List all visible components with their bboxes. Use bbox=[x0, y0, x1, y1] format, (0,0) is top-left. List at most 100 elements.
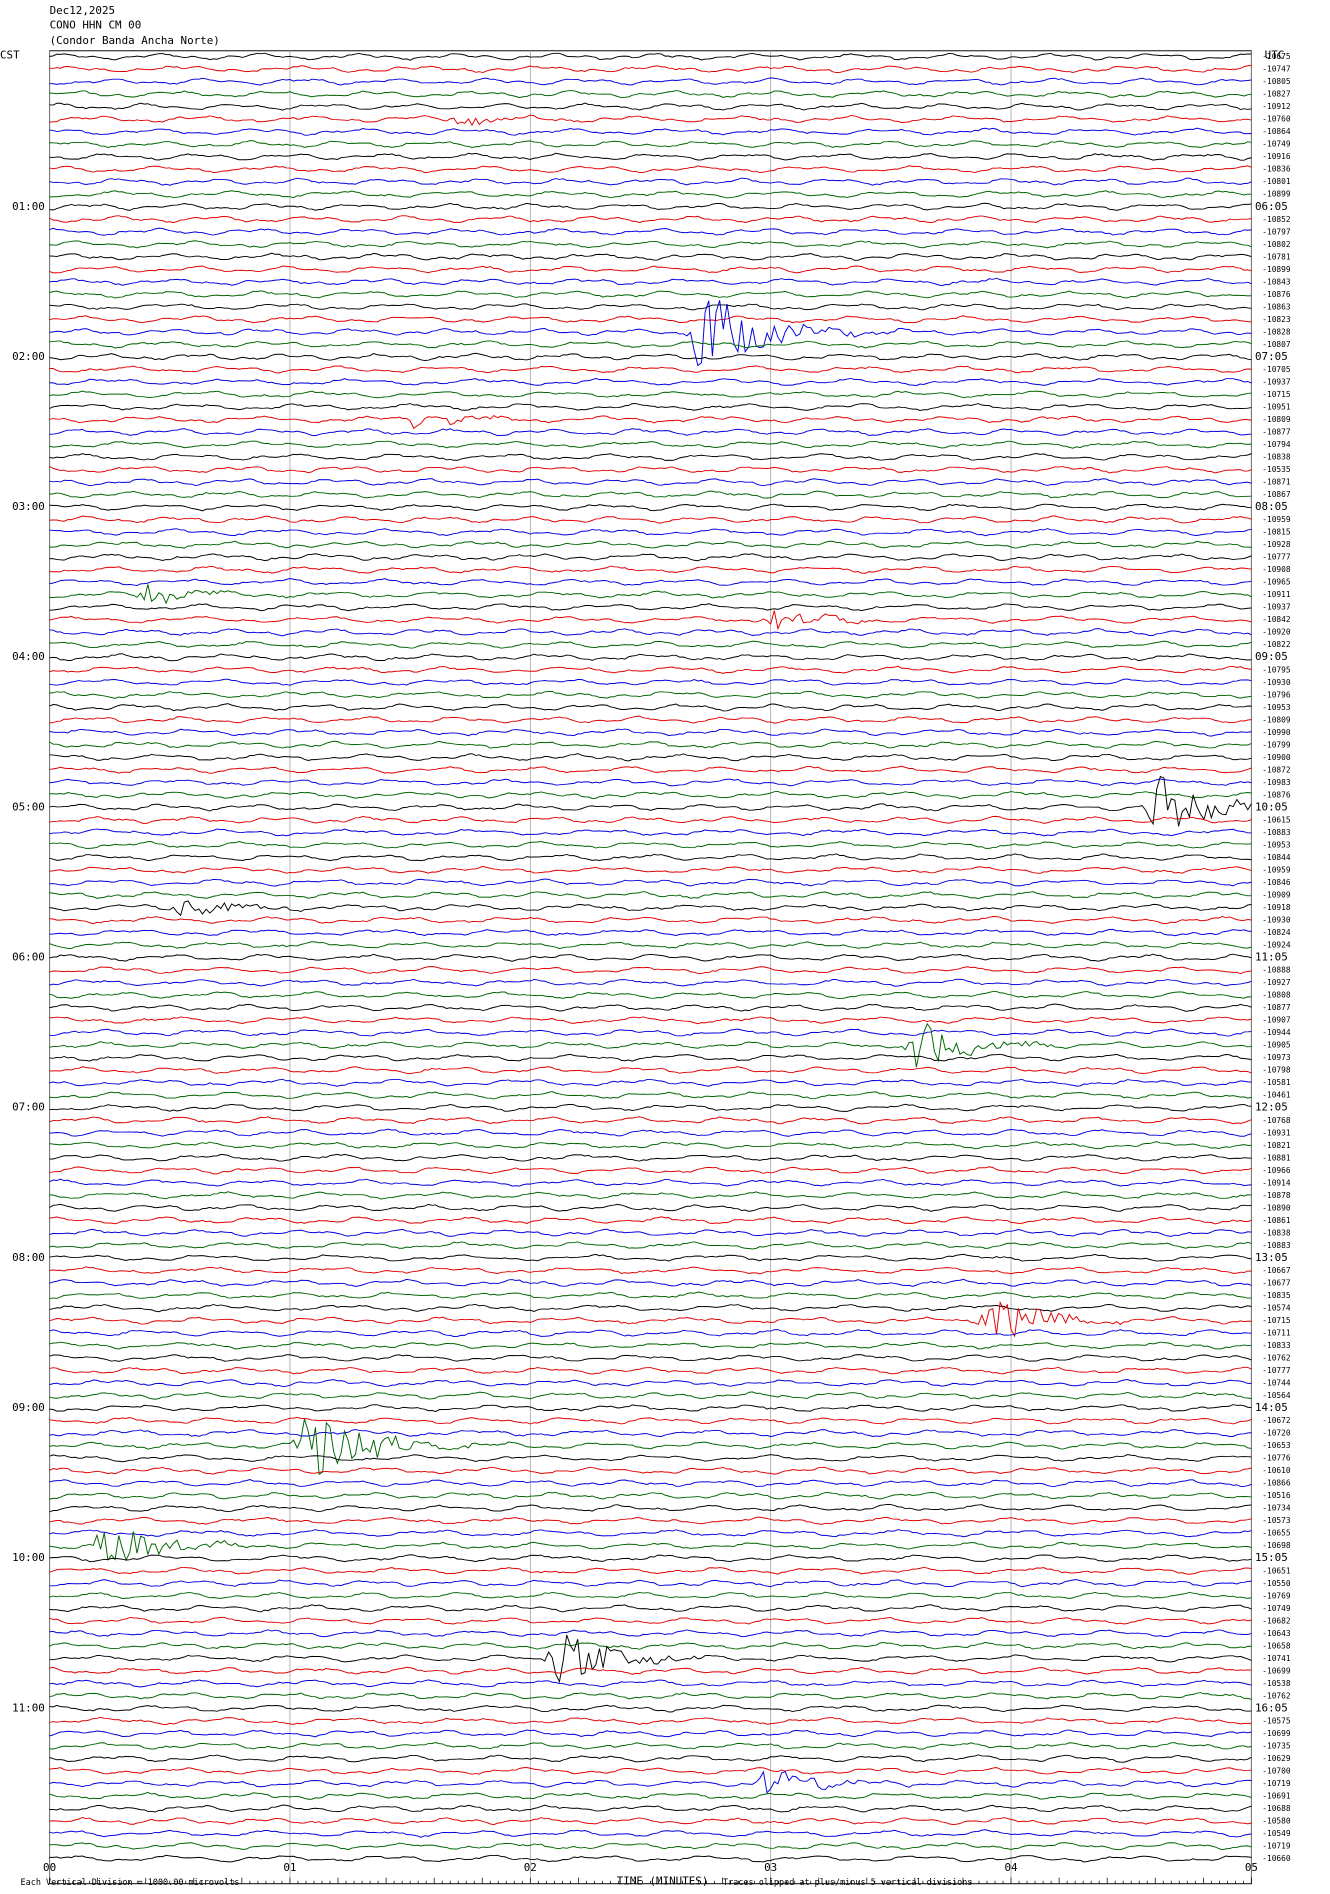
seismic-trace bbox=[49, 1770, 1252, 1794]
cst-hour-label: 06:00 bbox=[12, 951, 45, 964]
trace-label: -10842 bbox=[1262, 615, 1291, 624]
seismic-trace bbox=[49, 853, 1252, 862]
trace-label: -10959 bbox=[1262, 515, 1291, 524]
seismic-trace bbox=[49, 841, 1252, 849]
trace-label: -10768 bbox=[1262, 1116, 1291, 1125]
seismic-trace bbox=[49, 1666, 1252, 1675]
seismic-trace bbox=[49, 1341, 1252, 1350]
seismic-trace bbox=[49, 1128, 1252, 1137]
trace-label: -10691 bbox=[1262, 1792, 1291, 1801]
trace-label: -10835 bbox=[1262, 1291, 1291, 1300]
trace-label: -10749 bbox=[1262, 1604, 1291, 1613]
trace-label: -10653 bbox=[1262, 1441, 1291, 1450]
seismic-trace bbox=[49, 553, 1252, 562]
trace-label: -10549 bbox=[1262, 1829, 1291, 1838]
utc-hour-label: 09:05 bbox=[1255, 650, 1288, 663]
seismic-trace bbox=[49, 1066, 1252, 1075]
seismic-trace bbox=[49, 102, 1252, 111]
trace-label: -10705 bbox=[1262, 365, 1291, 374]
seismic-trace bbox=[49, 1022, 1252, 1068]
seismic-trace bbox=[49, 628, 1252, 637]
trace-label: -10878 bbox=[1262, 1191, 1291, 1200]
seismic-trace bbox=[49, 227, 1252, 236]
trace-label: -10920 bbox=[1262, 628, 1291, 637]
right-axis-title: UTC bbox=[1265, 49, 1285, 62]
seismic-trace bbox=[49, 1241, 1252, 1250]
trace-label: -10908 bbox=[1262, 565, 1291, 574]
utc-label-bg bbox=[1252, 501, 1292, 514]
trace-label: -10802 bbox=[1262, 240, 1291, 249]
utc-hour-label: 08:05 bbox=[1255, 500, 1288, 513]
seismic-trace bbox=[49, 478, 1252, 487]
cst-hour-label: 01:00 bbox=[12, 200, 45, 213]
trace-label: -10914 bbox=[1262, 1178, 1291, 1187]
seismic-trace bbox=[49, 202, 1252, 211]
trace-label: -10877 bbox=[1262, 1003, 1291, 1012]
seismic-trace bbox=[49, 1767, 1252, 1776]
seismic-trace bbox=[49, 1629, 1252, 1638]
trace-label: -10821 bbox=[1262, 1141, 1291, 1150]
utc-hour-label: 11:05 bbox=[1255, 951, 1288, 964]
trace-label: -10881 bbox=[1262, 1153, 1291, 1162]
seismic-trace bbox=[49, 584, 1252, 605]
x-tick-label: 02 bbox=[524, 1861, 537, 1874]
trace-label: -10838 bbox=[1262, 1228, 1291, 1237]
seismic-trace bbox=[49, 453, 1252, 461]
utc-label-bg bbox=[1252, 951, 1292, 964]
trace-label: -10797 bbox=[1262, 227, 1291, 236]
seismic-trace bbox=[49, 77, 1252, 86]
trace-label: -10822 bbox=[1262, 640, 1291, 649]
seismic-trace bbox=[49, 1634, 1252, 1684]
seismic-trace bbox=[49, 1303, 1252, 1313]
trace-label: -10966 bbox=[1262, 1166, 1291, 1175]
trace-label: -10762 bbox=[1262, 1354, 1291, 1363]
trace-label: -10846 bbox=[1262, 878, 1291, 887]
utc-hour-label: 13:05 bbox=[1255, 1251, 1288, 1264]
seismic-trace bbox=[49, 715, 1252, 724]
seismic-trace bbox=[49, 1742, 1252, 1750]
seismic-trace bbox=[49, 1604, 1252, 1613]
trace-label: -10909 bbox=[1262, 891, 1291, 900]
cst-hour-label: 08:00 bbox=[12, 1251, 45, 1264]
trace-label: -10959 bbox=[1262, 865, 1291, 874]
seismic-trace bbox=[49, 127, 1252, 136]
trace-label: -10610 bbox=[1262, 1466, 1291, 1475]
seismic-trace bbox=[49, 1729, 1252, 1738]
seismic-trace bbox=[49, 953, 1252, 962]
trace-label: -10815 bbox=[1262, 528, 1291, 537]
seismic-trace bbox=[49, 900, 1252, 917]
x-tick-label: 05 bbox=[1245, 1861, 1258, 1874]
seismic-trace bbox=[49, 778, 1252, 787]
trace-label: -10807 bbox=[1262, 340, 1291, 349]
cst-hour-label: 11:00 bbox=[12, 1701, 45, 1714]
seismic-trace bbox=[49, 1591, 1252, 1600]
seismic-trace bbox=[49, 690, 1252, 699]
seismic-trace bbox=[49, 1404, 1252, 1412]
trace-label: -10864 bbox=[1262, 127, 1291, 136]
trace-label: -10651 bbox=[1262, 1566, 1291, 1575]
seismic-trace bbox=[49, 1854, 1252, 1863]
trace-label: -10937 bbox=[1262, 603, 1291, 612]
seismic-trace bbox=[49, 177, 1252, 186]
trace-label: -10798 bbox=[1262, 1066, 1291, 1075]
seismic-trace bbox=[49, 828, 1252, 837]
trace-label: -10899 bbox=[1262, 190, 1291, 199]
seismic-trace bbox=[49, 540, 1252, 549]
seismic-trace bbox=[49, 753, 1252, 762]
seismic-trace bbox=[49, 315, 1252, 324]
seismic-trace bbox=[49, 90, 1252, 99]
x-tick-label: 00 bbox=[43, 1861, 56, 1874]
utc-hour-label: 15:05 bbox=[1255, 1551, 1288, 1564]
seismic-trace bbox=[49, 1791, 1252, 1800]
seismic-trace bbox=[49, 1453, 1252, 1463]
date: Dec12,2025 bbox=[50, 4, 115, 17]
seismic-trace bbox=[49, 1516, 1252, 1525]
seismic-trace bbox=[49, 610, 1252, 631]
trace-label: -10876 bbox=[1262, 790, 1291, 799]
seismic-trace bbox=[49, 1329, 1252, 1337]
seismic-trace bbox=[49, 114, 1252, 127]
trace-label: -10795 bbox=[1262, 665, 1291, 674]
x-tick-label: 01 bbox=[283, 1861, 296, 1874]
seismic-trace bbox=[49, 1003, 1252, 1012]
seismic-trace bbox=[49, 300, 1252, 367]
